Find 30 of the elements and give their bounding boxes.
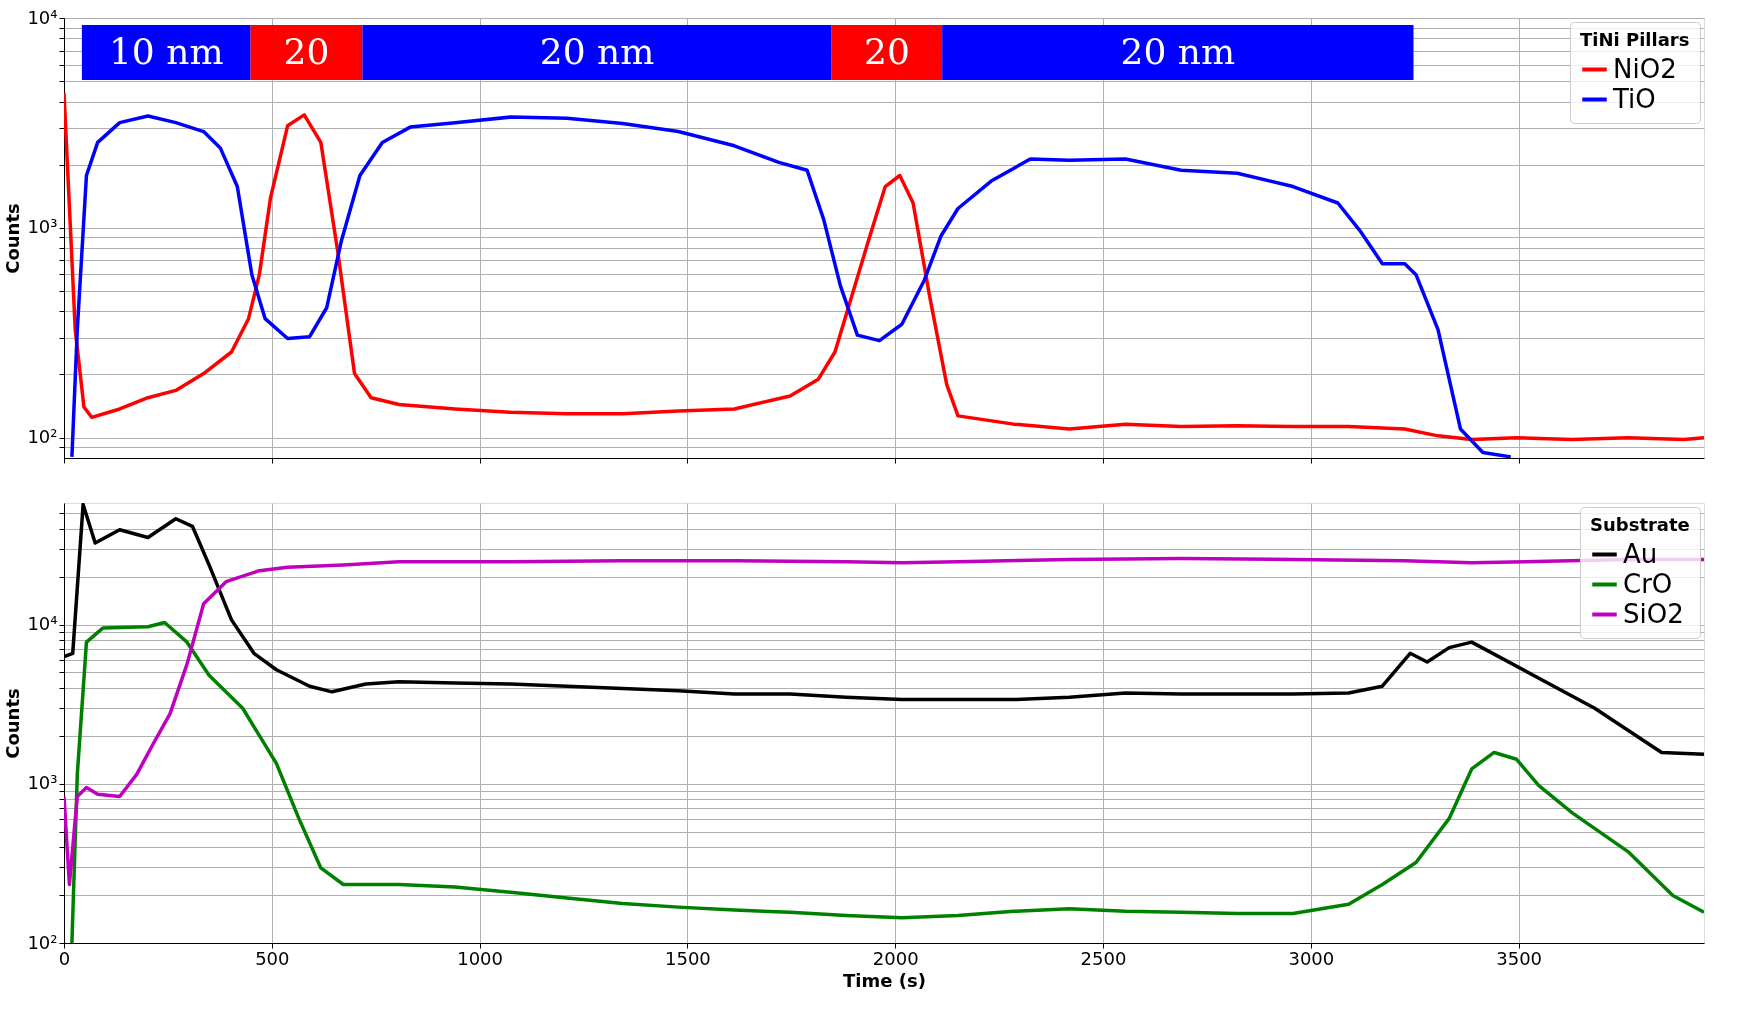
y-tick-label: 10²	[27, 931, 58, 953]
legend-label: NiO2	[1613, 53, 1677, 84]
legend-label: Au	[1623, 538, 1658, 569]
legend-label: SiO2	[1623, 598, 1684, 629]
y-tick-label: 10³	[27, 772, 58, 794]
legend-label: CrO	[1623, 568, 1673, 599]
band-label: 20	[864, 31, 910, 72]
legend-title: Substrate	[1590, 514, 1690, 535]
y-tick-label: 10⁴	[27, 6, 58, 28]
legend-label: TiO	[1612, 83, 1656, 114]
y-tick-label: 10⁴	[27, 613, 58, 635]
x-tick-label: 500	[255, 947, 290, 969]
line-series	[70, 114, 1513, 458]
x-tick-label: 2000	[872, 947, 919, 969]
y-axis-title: Counts	[2, 203, 24, 274]
x-tick-label: 3500	[1496, 947, 1543, 969]
band-label: 20 nm	[539, 31, 655, 72]
y-tick-label: 10²	[27, 426, 58, 448]
x-tick-label: 1500	[665, 947, 711, 969]
y-tick-label: 10³	[27, 216, 58, 238]
x-tick-label: 3000	[1288, 947, 1335, 969]
x-axis-title: Time (s)	[843, 969, 926, 991]
legend-title: TiNi Pillars	[1580, 29, 1690, 50]
band-label: 20	[283, 31, 330, 72]
x-tick-label: 0	[58, 947, 71, 969]
y-axis-title: Counts	[2, 688, 24, 759]
x-tick-label: 2500	[1080, 947, 1127, 969]
x-tick-label: 1000	[457, 947, 504, 969]
band-label: 10 nm	[108, 31, 224, 72]
band-label: 20 nm	[1120, 31, 1236, 72]
